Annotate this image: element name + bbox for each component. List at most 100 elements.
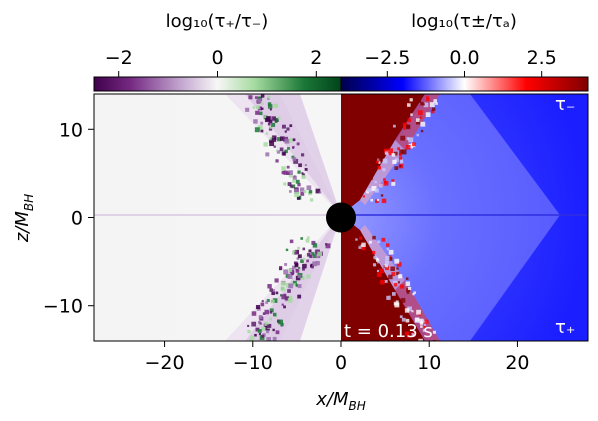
speck — [300, 191, 305, 196]
speck — [271, 122, 276, 127]
speck — [295, 275, 301, 281]
speck — [278, 319, 283, 325]
speck — [370, 198, 373, 202]
speck — [254, 127, 260, 133]
speck — [274, 278, 279, 283]
speck — [408, 137, 414, 143]
speck — [247, 324, 250, 328]
speck — [295, 284, 298, 287]
speck — [368, 259, 373, 263]
speck — [297, 274, 301, 278]
speck — [317, 251, 322, 257]
speck — [261, 334, 265, 338]
speck — [258, 315, 263, 320]
colorbar-tick-label: 2 — [310, 47, 322, 69]
speck — [251, 321, 257, 327]
speck — [300, 237, 304, 240]
speck — [375, 199, 379, 203]
speck — [388, 148, 394, 154]
speck — [411, 333, 415, 336]
speck — [272, 328, 275, 332]
speck — [281, 303, 284, 306]
speck — [385, 292, 389, 296]
speck — [269, 288, 273, 292]
speck — [312, 261, 318, 267]
speck — [289, 299, 293, 303]
speck — [294, 251, 298, 255]
speck — [396, 271, 400, 276]
speck — [284, 130, 287, 133]
speck — [390, 266, 395, 272]
speck — [417, 98, 422, 103]
speck — [419, 116, 423, 119]
speck — [275, 104, 279, 108]
colorbar-left — [93, 76, 342, 92]
speck — [273, 145, 276, 148]
speck — [306, 185, 312, 191]
speck — [325, 243, 331, 249]
speck — [299, 187, 305, 192]
speck — [268, 127, 273, 131]
speck — [401, 149, 407, 155]
speck — [382, 168, 386, 172]
speck — [422, 328, 426, 332]
speck — [295, 179, 300, 184]
colorbar-tick-label: −2 — [105, 47, 133, 69]
speck — [257, 320, 261, 324]
speck — [297, 284, 302, 289]
speck — [255, 327, 260, 332]
right-panel-specks — [355, 96, 442, 341]
x-tick-label: 0 — [335, 352, 347, 374]
right-panel-features — [341, 94, 588, 341]
speck — [372, 235, 376, 240]
speck — [394, 166, 399, 171]
speck — [287, 289, 291, 293]
speck — [415, 120, 421, 125]
speck — [381, 198, 387, 204]
speck — [257, 106, 262, 111]
speck — [255, 304, 260, 309]
speck — [374, 188, 379, 193]
speck — [416, 133, 420, 137]
speck — [306, 259, 309, 263]
speck — [266, 337, 272, 341]
speck — [407, 118, 412, 123]
speck — [399, 153, 402, 156]
speck — [277, 116, 281, 120]
speck — [391, 272, 396, 277]
speck — [300, 276, 305, 280]
speck — [271, 116, 276, 121]
speck — [261, 102, 264, 105]
speck — [281, 294, 287, 300]
speck — [408, 143, 414, 149]
speck — [308, 190, 313, 194]
speck — [247, 329, 251, 334]
y-axis-label: z/MBH — [12, 194, 36, 243]
speck — [393, 151, 398, 156]
speck — [397, 147, 401, 151]
speck — [388, 257, 393, 261]
speck — [420, 321, 424, 325]
speck — [385, 260, 389, 265]
speck — [396, 261, 402, 267]
speck — [304, 164, 307, 167]
speck — [260, 302, 265, 307]
speck — [287, 182, 292, 187]
speck — [283, 182, 287, 186]
speck — [252, 106, 256, 109]
speck — [426, 97, 430, 102]
speck — [420, 121, 426, 127]
speck — [432, 330, 436, 334]
speck — [269, 141, 275, 147]
speck — [422, 319, 425, 322]
speck — [379, 183, 383, 188]
colorbar-right-title: log₁₀(τ±/τₐ) — [411, 11, 517, 32]
speck — [311, 252, 315, 256]
speck — [420, 325, 423, 328]
speck — [372, 263, 377, 267]
speck — [420, 101, 424, 106]
speck — [307, 253, 311, 257]
speck — [269, 317, 272, 321]
speck — [384, 264, 389, 268]
